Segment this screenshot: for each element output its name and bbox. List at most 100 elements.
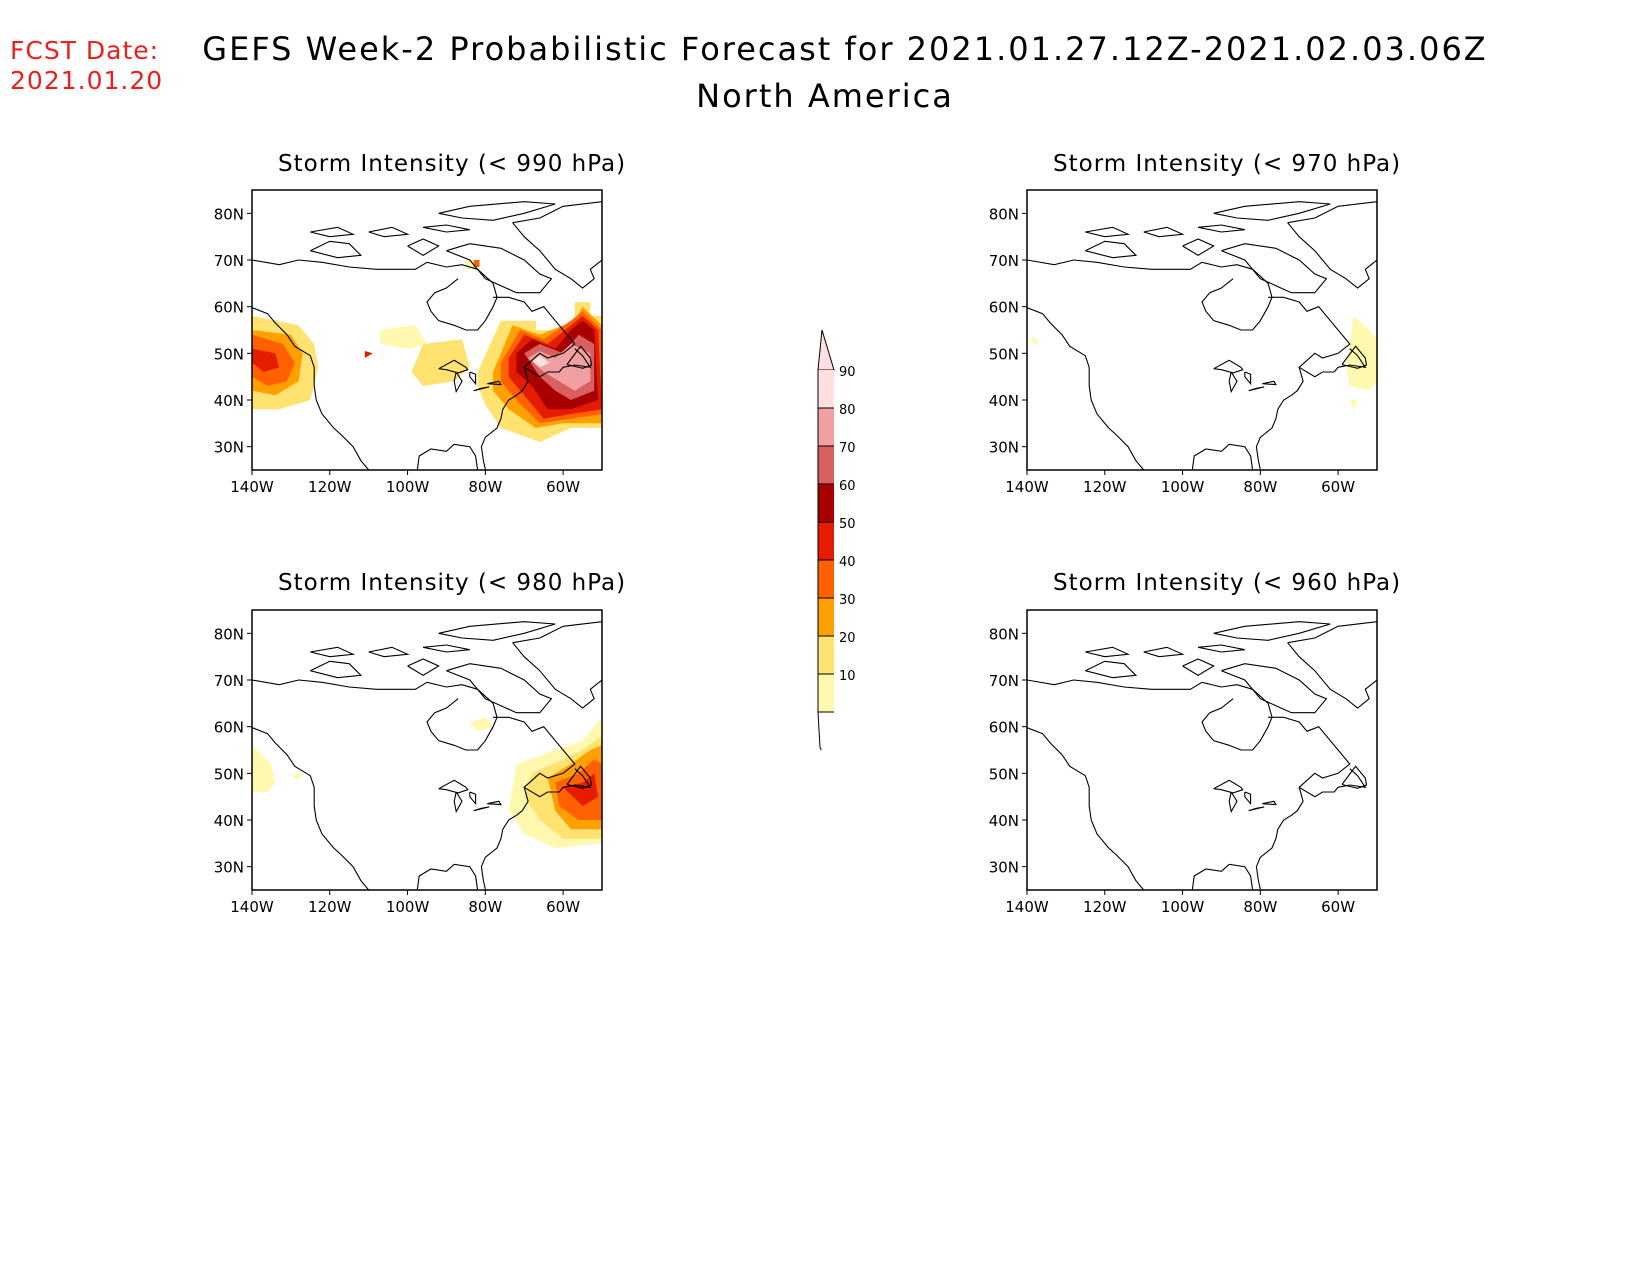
lon-tick-label: 100W [1161,478,1205,496]
lon-tick-label: 140W [230,898,274,916]
coastline [1341,765,1368,789]
coastline [469,371,477,386]
colorbar-segment [818,674,834,712]
coastline [1197,224,1245,233]
lon-tick-label: 80W [1243,478,1277,496]
coastline [252,259,498,331]
lat-tick-label: 40N [214,392,244,410]
coastline [1143,226,1185,238]
colorbar-level-label: 50 [839,517,856,532]
coastline [453,371,463,394]
coastline [252,307,370,470]
coastline [1182,238,1215,256]
coastline [1262,800,1277,806]
lon-tick-label: 100W [1161,898,1205,916]
lat-tick-label: 80N [989,625,1019,643]
coastline [512,201,602,289]
coastline [1248,386,1265,392]
coastline [407,658,440,676]
lon-tick-label: 60W [546,898,580,916]
coastline [453,791,463,814]
colorbar-level-label: 40 [839,555,856,570]
coastline [438,621,556,641]
coastline [368,646,410,658]
coastline [1085,660,1138,679]
panel-title: Storm Intensity (< 980 hPa) [278,570,627,596]
coastline [566,765,593,789]
coastline [1255,787,1304,890]
map-960: 80N 70N 60N 50N 40N 30N 140W 120W 100W 80W 60W [989,609,1378,916]
coastline [1268,716,1367,798]
lat-tick-label: 50N [989,345,1019,363]
lat-tick-label: 50N [989,765,1019,783]
coastline [310,660,363,679]
coastline [438,779,469,794]
coastline [446,663,553,714]
coastline [480,367,529,470]
colorbar-level-label: 90 [839,365,856,380]
probability-area [473,260,480,267]
lat-tick-label: 30N [989,859,1019,877]
lat-tick-label: 40N [989,812,1019,830]
colorbar-level-label: 20 [839,631,856,646]
lon-tick-label: 140W [1005,898,1049,916]
coastline [1197,644,1245,653]
colorbar-level-label: 80 [839,403,856,418]
lon-tick-label: 140W [230,478,274,496]
colorbar-level-label: 70 [839,441,856,456]
coastline [480,787,529,890]
coastline [422,224,470,233]
coastline [487,800,502,806]
coastline [566,345,593,369]
probability-area [563,773,599,806]
main-title: GEFS Week-2 Probabilistic Forecast for 2… [202,30,1488,68]
map-frame [251,609,603,891]
lat-tick-label: 50N [214,345,244,363]
coastline [1287,201,1377,289]
coastline [252,679,498,751]
lon-tick-label: 60W [546,478,580,496]
lat-tick-label: 60N [214,299,244,317]
map-frame [1026,189,1378,471]
lon-tick-label: 120W [308,478,352,496]
lat-tick-label: 70N [214,252,244,270]
lon-tick-label: 80W [468,478,502,496]
lon-tick-label: 80W [1243,898,1277,916]
coastline [1221,663,1328,714]
forecast-date: FCST Date: 2021.01.20 [10,36,163,96]
coastline [1143,646,1185,658]
lat-tick-label: 50N [214,765,244,783]
coastline [422,644,470,653]
coastline [1268,296,1367,378]
lat-tick-label: 30N [214,439,244,457]
coastline [1027,259,1273,331]
coastline [1085,646,1131,658]
probability-area [380,325,427,349]
lat-tick-label: 30N [214,859,244,877]
probability-area [290,773,303,781]
lat-tick-label: 40N [989,392,1019,410]
colorbar-segment [818,370,834,408]
map-frame [251,189,603,471]
lat-tick-label: 80N [214,625,244,643]
coastline [416,443,479,470]
coastline [469,791,477,806]
probability-area [532,355,550,368]
coastline [1085,240,1138,259]
coastline [438,201,556,221]
coastline [1262,380,1277,386]
colorbar-segment [818,636,834,674]
colorbar-level-label: 60 [839,479,856,494]
lon-tick-label: 60W [1321,898,1355,916]
lon-tick-label: 80W [468,898,502,916]
coastline [1027,727,1145,890]
coastline [1244,791,1252,806]
colorbar-segment [818,484,834,522]
lon-tick-label: 120W [308,898,352,916]
coastline [1248,806,1265,812]
map-980: 80N 70N 60N 50N 40N 30N 140W 120W 100W 80W 60W [214,609,603,916]
coastline [1287,621,1377,709]
lat-tick-label: 80N [989,205,1019,223]
lat-tick-label: 60N [989,299,1019,317]
coastline [1182,658,1215,676]
